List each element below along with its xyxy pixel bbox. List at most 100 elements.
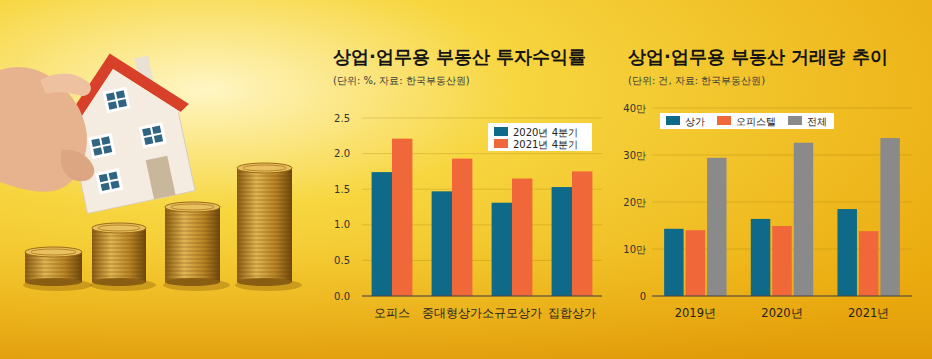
window-pane xyxy=(108,101,117,110)
coin-edge xyxy=(237,204,292,205)
coin-edge xyxy=(165,267,220,268)
coin-edge xyxy=(237,272,292,273)
coin-edge xyxy=(237,212,292,213)
y-tick-label: 0.0 xyxy=(334,291,350,302)
coin-edge xyxy=(25,272,82,273)
window-frame xyxy=(95,168,123,195)
window-pane xyxy=(152,126,161,135)
coin-edge xyxy=(92,256,146,257)
x-tick-label: 집합상가 xyxy=(548,306,596,320)
coin-edge xyxy=(165,227,220,228)
coin-stack xyxy=(92,228,146,282)
coin-edge xyxy=(237,228,292,229)
coin-edge xyxy=(237,244,292,245)
coin-edge xyxy=(165,251,220,252)
legend-label: 상가 xyxy=(685,116,705,127)
window-pane xyxy=(154,134,163,143)
coin-edge xyxy=(25,268,82,269)
x-tick-label: 오피스 xyxy=(374,306,410,320)
legend-swatch xyxy=(717,116,731,125)
chart: 상업·업무용 부동산 거래량 추이(단위: 건, 자료: 한국부동산원)010만… xyxy=(623,46,912,320)
coin-edge xyxy=(237,192,292,193)
coin-edge xyxy=(165,275,220,276)
y-tick-label: 1.0 xyxy=(334,219,350,230)
window-pane xyxy=(144,136,153,145)
window-frame xyxy=(88,133,116,160)
coin-edge xyxy=(237,180,292,181)
legend-label: 2021년 4분기 xyxy=(513,139,578,150)
legend-label: 오피스텔 xyxy=(736,116,776,127)
window-pane xyxy=(142,128,151,137)
coin-edge xyxy=(237,224,292,225)
x-tick-label: 중대형상가 xyxy=(422,306,482,320)
door xyxy=(146,156,176,200)
legend: 상가 오피스텔 전체 xyxy=(660,113,834,129)
coin-rim xyxy=(31,249,76,255)
coin-edge xyxy=(92,236,146,237)
window-pane xyxy=(101,136,110,145)
legend-label: 2020년 4분기 xyxy=(513,127,578,138)
coin-bottom xyxy=(92,278,146,286)
bar xyxy=(859,231,878,296)
coin-edge xyxy=(165,215,220,216)
bar xyxy=(392,139,412,296)
window-pane xyxy=(101,182,110,191)
coin-edge xyxy=(237,260,292,261)
coin-edge xyxy=(92,260,146,261)
y-tick-label: 0 xyxy=(640,291,646,302)
coin-edge xyxy=(165,259,220,260)
coin-top xyxy=(92,223,146,233)
coin-bottom xyxy=(165,278,220,286)
coin-edge xyxy=(25,276,82,277)
coin-edge xyxy=(237,236,292,237)
title: 상업·업무용 부동산 투자수익률 xyxy=(333,46,586,67)
window-pane xyxy=(106,92,115,101)
x-tick-label: 2019년 xyxy=(675,306,716,320)
coin-edge xyxy=(25,260,82,261)
coin-edge xyxy=(237,216,292,217)
chart: 상업·업무용 부동산 투자수익률(단위: %, 자료: 한국부동산원)0.00.… xyxy=(333,46,602,320)
bar xyxy=(452,159,472,296)
coin-top xyxy=(25,247,82,257)
coin-edge xyxy=(165,239,220,240)
window-pane xyxy=(93,147,102,156)
bar xyxy=(880,138,899,296)
bar xyxy=(686,230,705,296)
coin-edge xyxy=(92,272,146,273)
coin-edge xyxy=(92,252,146,253)
y-tick-label: 40만 xyxy=(623,103,646,114)
bar xyxy=(794,143,813,296)
coin-edge xyxy=(237,240,292,241)
coin-edge xyxy=(92,244,146,245)
bar xyxy=(552,187,572,296)
y-tick-label: 2.5 xyxy=(334,113,350,124)
y-tick-label: 2.0 xyxy=(334,148,350,159)
coin-edge xyxy=(237,232,292,233)
legend-box xyxy=(660,113,834,129)
coin-edge xyxy=(237,196,292,197)
coin-edge xyxy=(237,200,292,201)
coin-edge xyxy=(237,208,292,209)
subtitle: (단위: %, 자료: 한국부동산원) xyxy=(333,75,470,86)
coin-edge xyxy=(237,188,292,189)
bar xyxy=(664,229,683,296)
legend-label: 전체 xyxy=(807,116,827,127)
coin-top xyxy=(237,163,292,173)
bar xyxy=(772,226,791,296)
bars xyxy=(664,138,900,296)
y-tick-label: 30만 xyxy=(623,150,646,161)
window-frame xyxy=(103,87,131,114)
x-tick-label: 2021년 xyxy=(848,306,889,320)
grid-line xyxy=(362,118,602,119)
grid-line xyxy=(652,108,912,109)
coin-edge xyxy=(92,268,146,269)
coin-edge xyxy=(237,276,292,277)
legend-swatch xyxy=(666,116,680,125)
coin-stack xyxy=(165,207,220,282)
coin-shadow xyxy=(90,279,156,291)
coin-edge xyxy=(237,264,292,265)
thumb xyxy=(40,73,91,96)
grid-line xyxy=(652,155,912,156)
coin-edge xyxy=(165,247,220,248)
subtitle: (단위: 건, 자료: 한국부동산원) xyxy=(628,75,765,86)
